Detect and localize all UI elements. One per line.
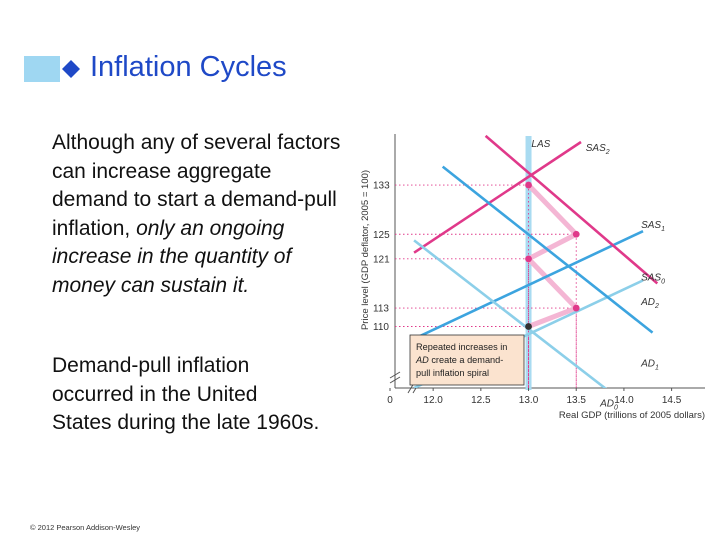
spiral-arrow-3: [526, 182, 579, 237]
curves-group: [413, 134, 659, 388]
x-tick-label-14.0: 14.0: [614, 395, 634, 406]
x-tick-label-13.5: 13.5: [566, 395, 586, 406]
curve-ad2: [484, 134, 659, 285]
copyright-notice: © 2012 Pearson Addison-Wesley: [30, 523, 141, 532]
inflation-spiral-chart: LAS SAS2 SAS1 SAS0 AD2 AD1 AD0 110 113 121 125 133 0…: [360, 134, 705, 421]
x-axis-title: Real GDP (trillions of 2005 dollars): [559, 410, 705, 421]
x-tick-label-12.0: 12.0: [423, 395, 443, 406]
y-axis-break-mark-1: [389, 371, 401, 379]
body-paragraph-1: Although any of several factors can incr…: [52, 129, 352, 300]
curve-label-sas2: SAS2: [586, 143, 610, 156]
title-decoration: [24, 56, 80, 82]
curve-ad0: [413, 239, 607, 388]
y-tick-label-125: 125: [373, 230, 390, 241]
curve-sas2: [413, 140, 582, 254]
equilibrium-point-2: [525, 255, 532, 263]
y-axis-title: Price level (GDP deflator, 2005 = 100): [360, 170, 371, 330]
annotation-line-2: AD create a demand-: [415, 355, 503, 365]
x-tick-label-12.5: 12.5: [471, 395, 491, 406]
slide-title: Inflation Cycles: [90, 51, 287, 83]
equilibrium-point-1: [572, 304, 580, 312]
body-paragraph-1-text: Although any of several factors can incr…: [52, 131, 341, 240]
curve-sas1: [413, 229, 644, 340]
body-paragraph-1-emphasis: only an ongoing increase in the quantity…: [52, 216, 292, 297]
equilibrium-point-4: [525, 181, 532, 189]
spiral-arrow-2: [526, 231, 579, 262]
x-tick-label-0: 0: [387, 395, 393, 406]
curve-label-sas0: SAS0: [641, 272, 665, 285]
curve-label-sas1: SAS1: [641, 220, 665, 233]
spiral-arrow-1: [526, 256, 579, 311]
annotation-line-1: Repeated increases in: [416, 342, 507, 352]
y-tick-label-113: 113: [373, 304, 389, 315]
y-axis-break-mark-2: [389, 376, 401, 384]
body-paragraph-2: Demand-pull inflation occurred in the Un…: [52, 354, 320, 434]
annotation-box: [409, 334, 525, 386]
curve-label-ad1: AD1: [640, 358, 659, 371]
curve-label-ad0: AD0: [599, 398, 618, 411]
annotation-line-3: pull inflation spiral: [416, 368, 489, 378]
y-tick-label-133: 133: [373, 181, 390, 192]
equilibrium-point-3: [572, 230, 580, 238]
curve-label-las: LAS: [531, 139, 550, 150]
spiral-arrow-0: [526, 305, 579, 329]
y-tick-label-121: 121: [373, 254, 390, 265]
x-tick-label-14.5: 14.5: [662, 395, 682, 406]
equilibrium-point-0: [525, 323, 532, 330]
curve-label-ad2: AD2: [640, 297, 659, 310]
curve-ad1: [441, 165, 654, 334]
x-tick-label-13.0: 13.0: [519, 395, 539, 406]
y-tick-label-110: 110: [373, 322, 389, 333]
